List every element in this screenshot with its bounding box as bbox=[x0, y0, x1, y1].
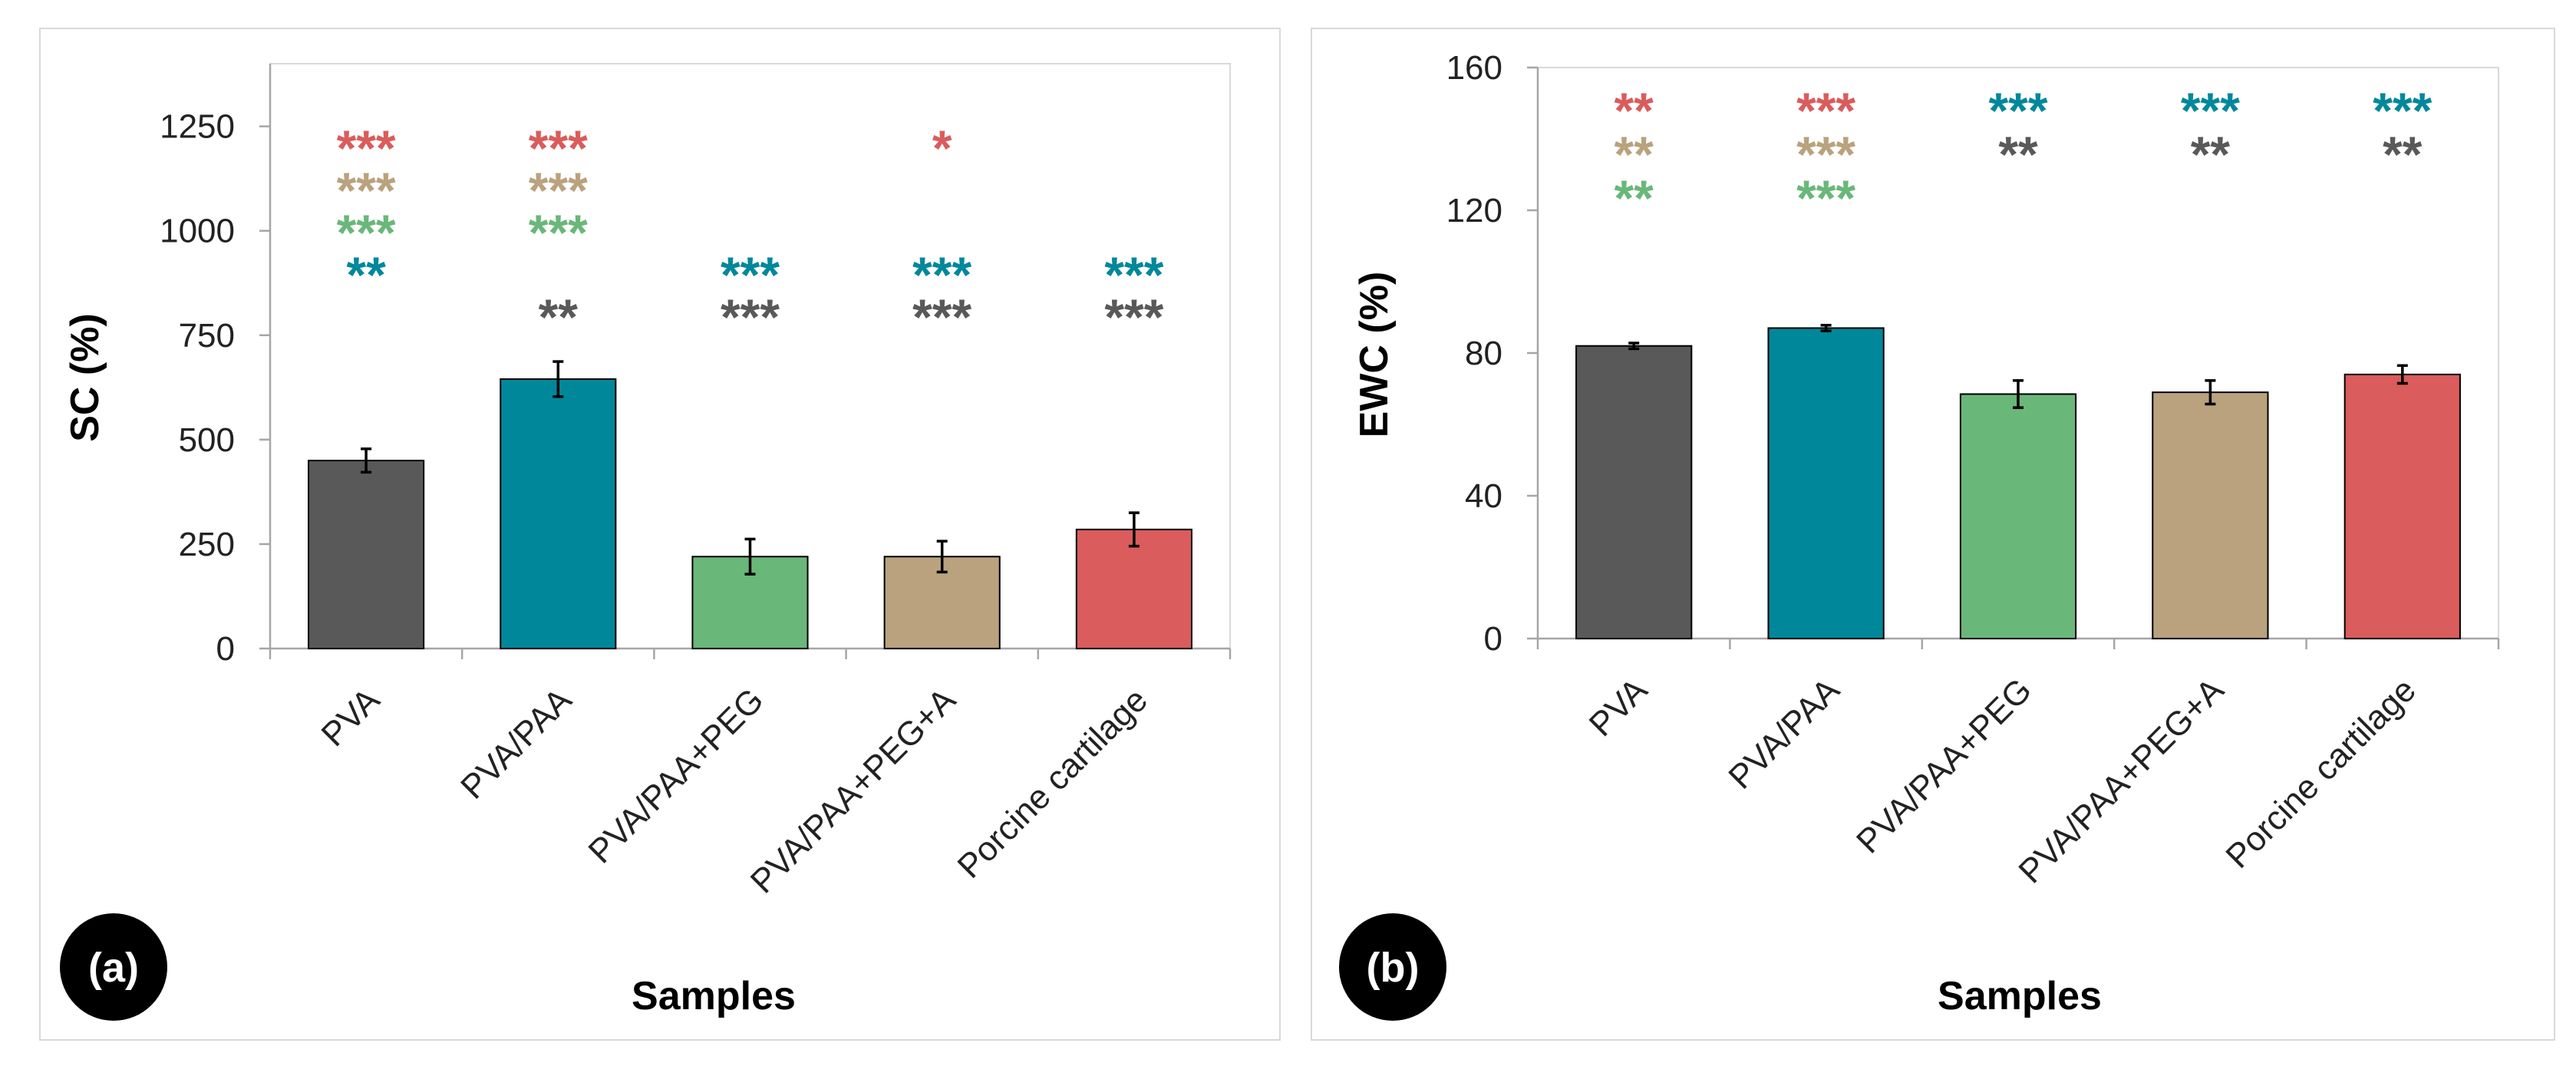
a-significance-2-1: *** bbox=[529, 120, 588, 177]
b-significance-2-1: *** bbox=[1796, 82, 1855, 139]
b-significance-3-1: *** bbox=[1988, 82, 2047, 139]
a-significance-3-1: *** bbox=[721, 246, 780, 303]
a-significance-5-1: *** bbox=[1104, 246, 1163, 303]
a-significance-1-1: *** bbox=[337, 120, 396, 177]
a-y-tick-label: 750 bbox=[179, 317, 235, 355]
b-significance-4-1: *** bbox=[2181, 82, 2240, 139]
b-significance-3-2: ** bbox=[1998, 126, 2038, 183]
b-y-tick-label: 160 bbox=[1446, 49, 1502, 87]
a-y-tick-label: 500 bbox=[179, 421, 235, 459]
b-y-tick-label: 40 bbox=[1465, 477, 1502, 515]
b-significance-1-3: ** bbox=[1615, 170, 1654, 226]
panel-b-badge bbox=[1339, 913, 1446, 1021]
b-significance-2-2: *** bbox=[1796, 126, 1855, 183]
a-significance-1-2: *** bbox=[337, 162, 396, 219]
b-bar-2 bbox=[1767, 327, 1885, 639]
b-y-tick-label: 0 bbox=[1484, 620, 1502, 658]
b-y-axis-title: EWC (%) bbox=[1352, 272, 1397, 438]
a-bar-1 bbox=[308, 460, 425, 649]
b-significance-5-2: ** bbox=[2383, 126, 2423, 183]
a-bar-5 bbox=[1075, 528, 1192, 650]
b-y-tick-label: 120 bbox=[1446, 192, 1502, 229]
panel-b-badge-label: (b) bbox=[1367, 945, 1420, 991]
a-significance-4-1: * bbox=[932, 120, 952, 177]
b-significance-1-1: ** bbox=[1615, 82, 1654, 139]
b-significance-2-3: *** bbox=[1796, 170, 1855, 226]
a-significance-4-5: *** bbox=[912, 289, 971, 345]
a-y-axis-title: SC (%) bbox=[63, 313, 107, 442]
a-significance-3-2: *** bbox=[721, 289, 780, 345]
b-x-axis-title: Samples bbox=[1938, 974, 2102, 1018]
b-y-tick-label: 80 bbox=[1465, 335, 1502, 372]
a-significance-4-4: *** bbox=[912, 246, 971, 303]
b-bar-1 bbox=[1575, 345, 1693, 639]
b-bar-3 bbox=[1959, 393, 2077, 639]
a-significance-1-4: ** bbox=[346, 246, 386, 303]
a-y-tick-label: 1000 bbox=[160, 213, 235, 250]
panel-a-badge-label: (a) bbox=[88, 945, 139, 991]
a-bar-4 bbox=[883, 556, 1001, 649]
a-x-axis-title: Samples bbox=[632, 974, 796, 1018]
a-y-tick-label: 0 bbox=[216, 630, 235, 668]
b-significance-1-2: ** bbox=[1615, 126, 1654, 183]
a-bar-2 bbox=[500, 378, 617, 649]
b-significance-4-2: ** bbox=[2191, 126, 2231, 183]
b-bar-4 bbox=[2152, 391, 2269, 639]
b-bar-5 bbox=[2343, 373, 2461, 639]
a-significance-2-2: *** bbox=[529, 162, 588, 219]
a-significance-5-2: *** bbox=[1104, 289, 1163, 345]
a-significance-1-3: *** bbox=[337, 204, 396, 261]
panel-a-chart: 025050075010001250PVA***********PVA/PAA*… bbox=[63, 63, 1232, 1018]
a-y-tick-label: 1250 bbox=[160, 108, 235, 146]
a-significance-2-3: *** bbox=[529, 204, 588, 261]
panel-a-badge bbox=[60, 913, 167, 1021]
a-significance-2-5: ** bbox=[539, 289, 579, 345]
b-significance-5-1: *** bbox=[2373, 82, 2432, 139]
panel-a-frame bbox=[39, 28, 1281, 1041]
a-y-tick-label: 250 bbox=[179, 526, 235, 563]
